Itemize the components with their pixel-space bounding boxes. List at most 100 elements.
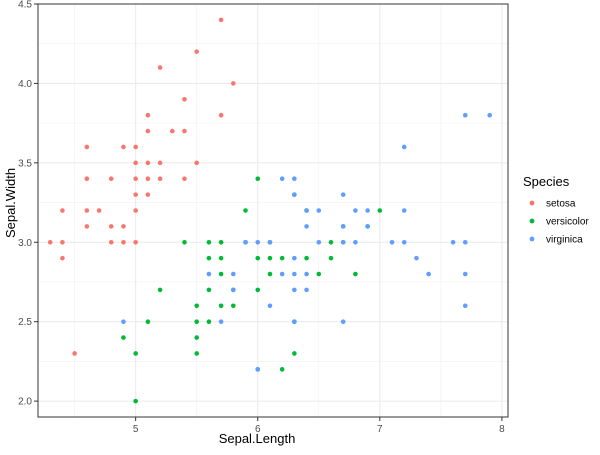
data-point-setosa <box>121 144 126 150</box>
data-point-setosa <box>72 351 77 356</box>
data-point-setosa <box>157 160 163 166</box>
data-point-virginica <box>462 271 468 277</box>
data-point-virginica <box>304 224 309 229</box>
data-point-virginica <box>316 239 322 245</box>
data-point-setosa <box>169 128 175 134</box>
data-point-setosa <box>84 208 90 213</box>
data-point-setosa <box>60 239 65 245</box>
data-point-versicolor <box>121 335 126 340</box>
data-point-versicolor <box>206 287 212 293</box>
data-point-versicolor <box>255 176 261 182</box>
data-point-versicolor <box>218 271 224 277</box>
data-point-virginica <box>292 255 297 261</box>
data-point-versicolor <box>267 255 273 261</box>
data-point-virginica <box>243 239 248 245</box>
data-point-setosa <box>194 160 200 166</box>
data-points <box>47 17 492 404</box>
data-point-versicolor <box>218 303 224 309</box>
data-point-setosa <box>231 81 236 86</box>
data-point-virginica <box>340 239 346 245</box>
legend-label-setosa: setosa <box>546 199 576 210</box>
data-point-virginica <box>365 208 370 213</box>
data-point-setosa <box>218 17 224 23</box>
data-point-virginica <box>292 271 297 277</box>
data-point-setosa <box>84 144 90 150</box>
y-tick-label: 2.5 <box>18 317 32 328</box>
data-point-setosa <box>60 255 65 261</box>
data-point-setosa <box>84 176 90 182</box>
data-point-setosa <box>84 224 90 229</box>
legend-key-virginica <box>529 236 535 242</box>
x-tick-label: 7 <box>377 424 383 435</box>
data-point-virginica <box>426 271 431 277</box>
data-point-virginica <box>292 176 297 182</box>
data-point-setosa <box>182 176 187 182</box>
data-point-versicolor <box>279 255 285 261</box>
data-point-versicolor <box>304 255 309 261</box>
data-point-virginica <box>292 319 297 324</box>
data-point-virginica <box>304 287 309 293</box>
data-point-virginica <box>206 271 212 277</box>
data-point-virginica <box>279 271 285 277</box>
data-point-virginica <box>255 367 261 372</box>
y-tick-label: 4.0 <box>18 79 32 90</box>
data-point-virginica <box>340 224 346 229</box>
data-point-versicolor <box>255 255 261 261</box>
data-point-setosa <box>194 49 200 54</box>
data-point-setosa <box>145 192 151 197</box>
data-point-virginica <box>353 208 358 213</box>
data-point-setosa <box>182 128 187 134</box>
legend-title: Species <box>523 174 570 189</box>
y-tick-label: 3.5 <box>18 158 32 169</box>
data-point-virginica <box>304 208 309 213</box>
x-tick-label: 8 <box>499 424 505 435</box>
data-point-versicolor <box>133 351 138 356</box>
data-point-setosa <box>133 176 138 182</box>
data-point-versicolor <box>218 255 224 261</box>
data-point-virginica <box>353 239 358 245</box>
x-tick-label: 5 <box>133 424 139 435</box>
data-point-setosa <box>157 176 163 182</box>
data-point-setosa <box>133 192 138 197</box>
panel-border <box>37 3 509 418</box>
data-point-versicolor <box>255 287 261 293</box>
data-point-virginica <box>218 319 224 324</box>
data-point-versicolor <box>328 255 334 261</box>
data-point-versicolor <box>267 271 273 277</box>
data-point-versicolor <box>231 303 236 309</box>
data-point-virginica <box>316 208 322 213</box>
data-point-versicolor <box>377 208 383 213</box>
data-point-virginica <box>462 303 468 309</box>
data-point-versicolor <box>279 367 285 372</box>
data-point-setosa <box>108 176 114 182</box>
data-point-virginica <box>304 271 309 277</box>
legend-key-versicolor <box>529 218 535 224</box>
data-point-setosa <box>121 239 126 245</box>
data-point-setosa <box>108 239 114 245</box>
data-point-setosa <box>157 65 163 70</box>
data-point-versicolor <box>133 398 138 404</box>
data-point-setosa <box>121 224 126 229</box>
y-axis: 2.0 2.5 3.0 3.5 4.0 4.5 <box>18 0 38 408</box>
y-tick-label: 4.5 <box>18 0 32 11</box>
data-point-versicolor <box>182 239 187 245</box>
data-point-virginica <box>292 287 297 293</box>
legend-items: setosa versicolor virginica <box>529 199 589 246</box>
data-point-virginica <box>389 239 395 245</box>
data-point-virginica <box>462 239 468 245</box>
data-point-versicolor <box>243 208 248 213</box>
data-point-versicolor <box>157 287 163 293</box>
y-axis-label: Sepal.Width <box>3 168 18 238</box>
data-point-virginica <box>267 239 273 245</box>
y-tick-label: 2.0 <box>18 397 32 408</box>
data-point-versicolor <box>206 255 212 261</box>
data-point-versicolor <box>194 303 200 309</box>
data-point-setosa <box>145 128 151 134</box>
legend-label-versicolor: versicolor <box>546 217 589 228</box>
data-point-versicolor <box>328 239 334 245</box>
data-point-setosa <box>133 239 138 245</box>
data-point-virginica <box>450 239 456 245</box>
data-point-virginica <box>279 176 285 182</box>
